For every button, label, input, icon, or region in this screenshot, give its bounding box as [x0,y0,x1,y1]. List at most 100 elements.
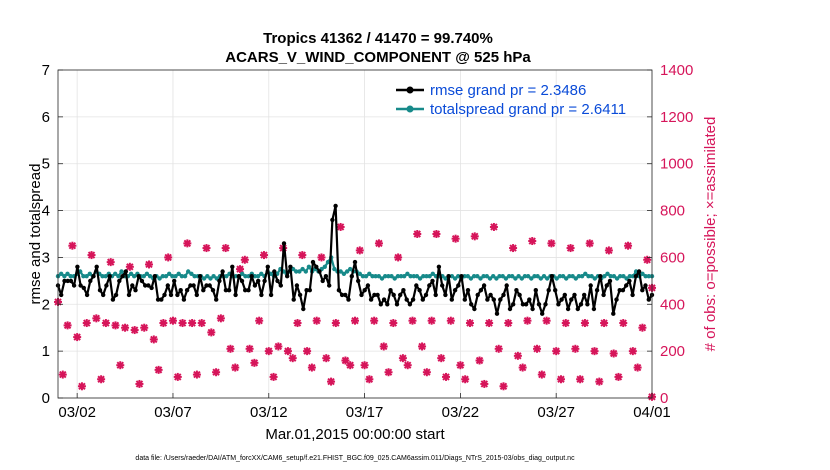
rmse-point [297,292,303,298]
obs-marker-stroke [174,373,182,381]
obs-count-marker [188,319,197,328]
obs-count-marker [202,244,211,253]
totalspread-point [179,274,185,279]
obs-marker-stroke [595,377,604,386]
obs-marker-stroke [456,361,465,369]
rmse-point [481,283,487,288]
rmse-point [530,306,535,312]
rmse-point [101,292,106,298]
rmse-point [136,274,141,279]
obs-marker-stroke [471,232,479,241]
totalspread-point [443,276,448,281]
obs-count-marker [365,375,374,384]
obs-marker-stroke [528,237,536,245]
totalspread-point [602,274,607,279]
obs-marker-stroke [346,361,354,369]
obs-marker-stroke [73,333,81,341]
obs-count-marker [135,379,144,388]
rmse-point [226,288,232,293]
obs-marker-stroke [442,373,450,381]
rmse-point [417,288,422,293]
totalspread-point [383,274,388,279]
x-tick-label: 03/12 [250,404,288,421]
obs-count-marker [523,316,532,325]
obs-count-marker [470,232,479,241]
obs-marker-stroke [212,368,220,376]
obs-marker-stroke [130,326,139,334]
totalspread-point [363,274,369,279]
rmse-point [624,283,629,288]
y2-axis-label: # of obs: o=possible; ×=assimilated [702,117,719,352]
totalspread-point [621,274,626,279]
obs-count-marker [394,253,403,262]
obs-marker-stroke [59,370,67,379]
obs-marker-stroke [322,354,330,362]
obs-count-marker [370,316,379,325]
obs-marker-stroke [154,366,163,374]
rmse-point [485,297,490,302]
obs-count-marker [231,363,240,372]
rmse-point [401,288,406,293]
obs-count-marker [293,319,302,328]
totalspread-point [341,271,347,276]
totalspread-point [513,276,518,281]
obs-count-marker [303,347,312,356]
chart-title: Tropics 41362 / 41470 = 99.740% [263,30,493,47]
obs-count-marker [216,314,225,323]
obs-marker-stroke [78,382,86,390]
rmse-point [446,274,451,279]
obs-count-marker [212,368,221,377]
rmse-point [288,264,293,269]
rmse-point [385,302,390,307]
obs-marker-stroke [509,244,517,252]
rmse-point [62,278,67,284]
totalspread-point [592,276,597,281]
obs-count-marker [92,314,101,323]
rmse-point [449,297,454,302]
obs-count-marker [509,244,518,253]
rmse-point [275,278,280,284]
obs-count-marker [178,319,187,328]
totalspread-point [522,274,528,279]
obs-marker-stroke [269,373,278,381]
rmse-point [68,278,74,284]
totalspread-point [462,274,467,279]
rmse-point [268,292,274,298]
totalspread-point [297,269,302,274]
obs-marker-stroke [552,347,560,355]
obs-count-marker [628,347,637,356]
x-tick-label: 03/22 [442,404,480,421]
rmse-point [172,278,177,284]
rmse-point [320,278,325,284]
obs-count-marker [561,319,570,328]
obs-count-marker [442,372,451,381]
totalspread-point [173,274,178,279]
obs-count-marker [106,258,115,267]
totalspread-point [141,274,146,279]
obs-count-marker [585,239,594,248]
obs-count-marker [360,361,369,370]
rmse-point [152,274,157,279]
x-tick-label: 03/02 [58,404,96,421]
totalspread-point [392,276,397,281]
rmse-point [246,288,251,293]
totalspread-point [192,274,197,279]
obs-count-marker [255,316,264,325]
rmse-point [304,288,309,293]
totalspread-point [367,271,372,276]
obs-marker-stroke [614,373,623,381]
x-tick-label: 04/01 [633,404,671,421]
obs-count-marker [475,356,484,365]
totalspread-point [430,271,435,276]
obs-count-marker [259,251,268,260]
obs-count-marker [537,370,546,379]
obs-count-marker [413,230,422,238]
rmse-point [207,283,212,288]
y-axis-label: rmse and totalspread [27,164,44,305]
rmse-point [155,297,161,302]
totalspread-point [224,274,229,279]
rmse-point [630,292,635,298]
obs-count-marker [566,244,575,253]
totalspread-point [252,274,258,279]
totalspread-point [81,274,86,279]
